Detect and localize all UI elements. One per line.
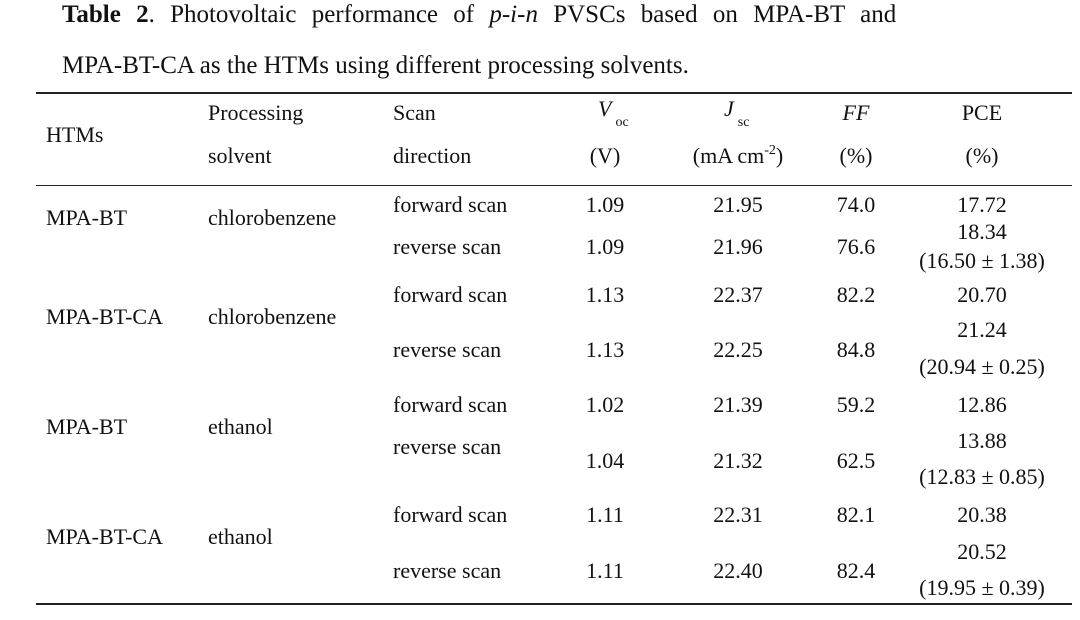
- table-row-5-scan: forward scan: [393, 392, 508, 417]
- table-row-3-pce: 20.70: [957, 282, 1007, 307]
- jsc-unit-superscript: -2: [764, 143, 776, 158]
- table-row-5-pce: 12.86: [957, 392, 1007, 417]
- table-row-8-jsc: 22.40: [713, 558, 763, 583]
- voc-symbol: V: [598, 96, 612, 121]
- group-3-solvent: ethanol: [208, 414, 273, 439]
- table-row-7-ff: 82.1: [836, 502, 876, 527]
- header-scan-line-1: Scan: [393, 100, 436, 125]
- header-voc-unit: (V): [589, 143, 621, 168]
- table-row-1-ff: 74.0: [836, 192, 876, 217]
- table-row-2-jsc: 21.96: [713, 234, 763, 259]
- table-caption-line-1: Table 2. Photovoltaic performance of p-i…: [62, 2, 896, 27]
- caption-text: . Photovoltaic performance of: [148, 1, 490, 28]
- table-row-2-ff: 76.6: [836, 234, 876, 259]
- table-row-1-voc: 1.09: [585, 192, 625, 217]
- table-row-1-pce: 17.72: [957, 192, 1007, 217]
- table-row-5-jsc: 21.39: [713, 392, 763, 417]
- table-row-8-voc: 1.11: [586, 558, 624, 583]
- table-row-5-ff: 59.2: [836, 392, 876, 417]
- table-row-5-voc: 1.02: [585, 392, 625, 417]
- table-row-3-jsc: 22.37: [713, 282, 763, 307]
- table-row-6-pce-average: (12.83 ± 0.85): [919, 464, 1045, 489]
- group-4-solvent: ethanol: [208, 524, 273, 549]
- table-row-1-jsc: 21.95: [713, 192, 763, 217]
- table-row-1-scan: forward scan: [393, 192, 508, 217]
- group-2-htm: MPA-BT-CA: [46, 304, 163, 329]
- header-ff-unit: (%): [839, 143, 873, 168]
- header-voc: Voc: [598, 96, 629, 130]
- table-row-4-pce: 21.24: [957, 317, 1007, 342]
- header-rule: [36, 185, 1072, 187]
- table-row-3-ff: 82.2: [836, 282, 876, 307]
- group-2-solvent: chlorobenzene: [208, 304, 337, 329]
- table-row-4-scan: reverse scan: [393, 337, 502, 362]
- table-row-4-voc: 1.13: [585, 337, 625, 362]
- table-row-4-ff: 84.8: [836, 337, 876, 362]
- table-row-8-pce: 20.52: [957, 539, 1007, 564]
- header-jsc-unit: (mA cm-2): [692, 143, 784, 168]
- header-jsc: Jsc: [724, 96, 749, 130]
- header-pce: PCE: [961, 100, 1003, 125]
- table-row-3-scan: forward scan: [393, 282, 508, 307]
- table-label: Table 2: [62, 1, 149, 28]
- top-rule: [36, 92, 1072, 94]
- group-1-solvent: chlorobenzene: [208, 205, 337, 230]
- table-row-7-jsc: 22.31: [713, 502, 763, 527]
- jsc-unit-text: (mA cm: [692, 143, 765, 168]
- header-solvent-line-2: solvent: [208, 143, 272, 168]
- header-htms: HTMs: [46, 122, 104, 147]
- table-row-4-jsc: 22.25: [713, 337, 763, 362]
- table-row-6-scan: reverse scan: [393, 434, 502, 459]
- table-row-6-pce: 13.88: [957, 428, 1007, 453]
- caption-pin: p-i-n: [489, 1, 538, 28]
- table-row-8-scan: reverse scan: [393, 558, 502, 583]
- group-1-htm: MPA-BT: [46, 205, 128, 230]
- header-solvent-line-1: Processing: [208, 100, 304, 125]
- table-row-6-jsc: 21.32: [713, 448, 763, 473]
- table-row-6-voc: 1.04: [585, 448, 625, 473]
- group-3-htm: MPA-BT: [46, 414, 128, 439]
- jsc-subscript: sc: [737, 115, 750, 130]
- ff-symbol: FF: [842, 100, 870, 125]
- header-scan-line-2: direction: [393, 143, 472, 168]
- table-caption-line-2: MPA-BT-CA as the HTMs using different pr…: [62, 52, 689, 79]
- caption-tail: PVSCs based on MPA-BT and: [537, 1, 897, 28]
- group-4-htm: MPA-BT-CA: [46, 524, 163, 549]
- header-pce-unit: (%): [965, 143, 999, 168]
- table-row-3-voc: 1.13: [585, 282, 625, 307]
- table-row-7-voc: 1.11: [586, 502, 624, 527]
- table-row-2-pce: 18.34: [957, 219, 1007, 244]
- table-row-2-scan: reverse scan: [393, 234, 502, 259]
- header-ff: FF: [843, 102, 870, 124]
- jsc-symbol: J: [724, 96, 734, 121]
- table-row-8-ff: 82.4: [836, 558, 876, 583]
- table-row-2-pce-average: (16.50 ± 1.38): [919, 248, 1045, 273]
- table-row-8-pce-average: (19.95 ± 0.39): [919, 575, 1045, 600]
- jsc-unit-close: ): [775, 143, 784, 168]
- table-row-7-scan: forward scan: [393, 502, 508, 527]
- table-row-4-pce-average: (20.94 ± 0.25): [919, 354, 1045, 379]
- bottom-rule: [36, 603, 1072, 605]
- voc-subscript: oc: [615, 115, 629, 130]
- table-row-7-pce: 20.38: [957, 502, 1007, 527]
- table-row-6-ff: 62.5: [836, 448, 876, 473]
- table-row-2-voc: 1.09: [585, 234, 625, 259]
